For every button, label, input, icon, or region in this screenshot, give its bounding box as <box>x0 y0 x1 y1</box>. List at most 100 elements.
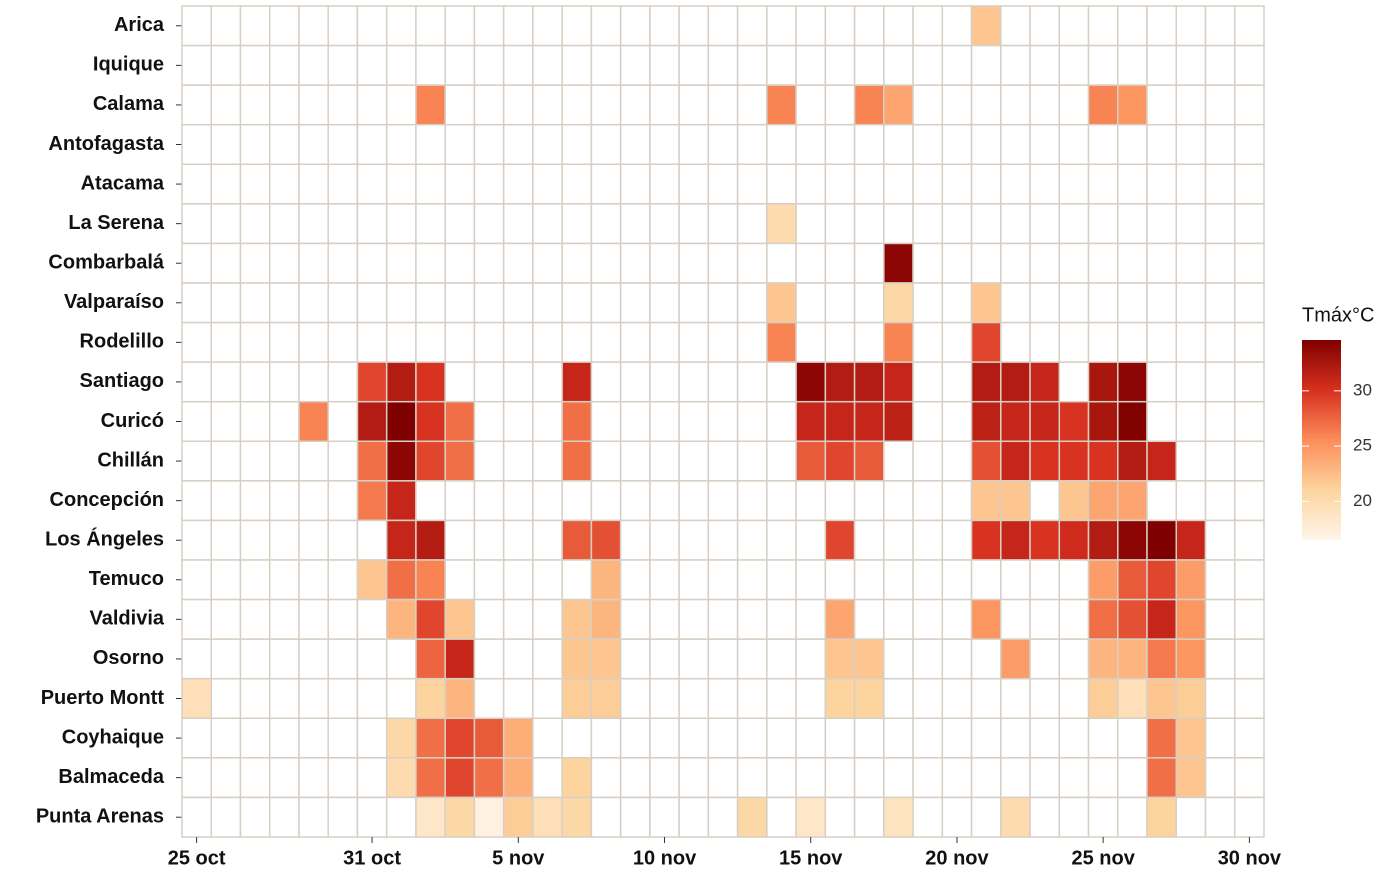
empty-cell <box>1234 559 1265 601</box>
empty-cell <box>619 84 651 126</box>
empty-cell <box>385 242 417 284</box>
cell <box>1146 757 1178 799</box>
empty-cell <box>1117 796 1148 838</box>
empty-cell <box>532 717 563 759</box>
empty-cell <box>1058 84 1090 126</box>
cell <box>561 361 593 403</box>
cell <box>415 677 446 720</box>
empty-cell <box>1087 163 1119 205</box>
cell <box>853 400 885 443</box>
empty-cell <box>1234 361 1265 403</box>
y-tick-label: Calama <box>93 93 165 115</box>
empty-cell <box>736 598 768 640</box>
empty-cell <box>356 796 388 838</box>
empty-cell <box>912 44 944 86</box>
empty-cell <box>356 242 388 284</box>
empty-cell <box>327 559 359 601</box>
empty-cell <box>1117 757 1148 799</box>
empty-cell <box>473 559 505 601</box>
empty-cell <box>561 480 593 522</box>
empty-cell <box>941 5 973 47</box>
empty-cell <box>356 203 388 245</box>
empty-cell <box>327 84 359 126</box>
empty-cell <box>1087 242 1119 284</box>
empty-cell <box>912 400 944 443</box>
empty-cell <box>1175 321 1207 363</box>
cell <box>1000 480 1031 522</box>
cell <box>766 282 797 324</box>
cell <box>415 598 446 640</box>
cell <box>1117 361 1148 403</box>
empty-cell <box>1058 321 1090 363</box>
empty-cell <box>1175 84 1207 126</box>
empty-cell <box>970 163 1002 205</box>
cell <box>1146 519 1178 561</box>
empty-cell <box>210 598 242 640</box>
empty-cell <box>970 84 1002 126</box>
x-tick-label: 31 oct <box>343 847 401 869</box>
empty-cell <box>444 44 476 86</box>
empty-cell <box>941 677 973 720</box>
empty-cell <box>385 321 417 363</box>
empty-cell <box>210 5 242 47</box>
empty-cell <box>298 123 329 166</box>
empty-cell <box>385 796 417 838</box>
empty-cell <box>766 361 797 403</box>
empty-cell <box>824 757 856 799</box>
empty-cell <box>590 242 622 284</box>
empty-cell <box>766 480 797 522</box>
empty-cell <box>473 242 505 284</box>
empty-cell <box>268 677 300 720</box>
empty-cell <box>766 242 797 284</box>
empty-cell <box>736 677 768 720</box>
empty-cell <box>853 519 885 561</box>
empty-cell <box>239 44 271 86</box>
empty-cell <box>473 44 505 86</box>
legend-tick-label: 25 <box>1353 436 1372 455</box>
cell <box>561 677 593 720</box>
empty-cell <box>678 677 710 720</box>
empty-cell <box>1175 440 1207 482</box>
empty-cell <box>444 321 476 363</box>
empty-cell <box>649 519 680 561</box>
empty-cell <box>239 440 271 482</box>
empty-cell <box>1204 361 1236 403</box>
empty-cell <box>590 717 622 759</box>
empty-cell <box>473 203 505 245</box>
cell <box>970 480 1002 522</box>
empty-cell <box>941 638 973 680</box>
empty-cell <box>327 203 359 245</box>
empty-cell <box>766 638 797 680</box>
empty-cell <box>619 598 651 640</box>
cell <box>561 796 593 838</box>
cell <box>561 638 593 680</box>
empty-cell <box>970 44 1002 86</box>
empty-cell <box>912 717 944 759</box>
empty-cell <box>912 796 944 838</box>
cell <box>970 440 1002 482</box>
empty-cell <box>824 84 856 126</box>
empty-cell <box>1058 638 1090 680</box>
y-tick-label: Curicó <box>101 410 164 432</box>
y-tick-label: Punta Arenas <box>36 805 164 827</box>
empty-cell <box>1204 400 1236 443</box>
cell <box>385 519 417 561</box>
empty-cell <box>883 44 914 86</box>
empty-cell <box>1204 796 1236 838</box>
empty-cell <box>736 480 768 522</box>
cell <box>385 559 417 601</box>
empty-cell <box>385 282 417 324</box>
x-tick-label: 20 nov <box>925 847 989 869</box>
empty-cell <box>649 677 680 720</box>
empty-cell <box>210 163 242 205</box>
empty-cell <box>385 163 417 205</box>
empty-cell <box>649 5 680 47</box>
empty-cell <box>853 598 885 640</box>
legend-colorbar <box>1302 340 1341 540</box>
empty-cell <box>1234 203 1265 245</box>
cell <box>561 519 593 561</box>
cell <box>1058 519 1090 561</box>
empty-cell <box>736 440 768 482</box>
empty-cell <box>210 282 242 324</box>
